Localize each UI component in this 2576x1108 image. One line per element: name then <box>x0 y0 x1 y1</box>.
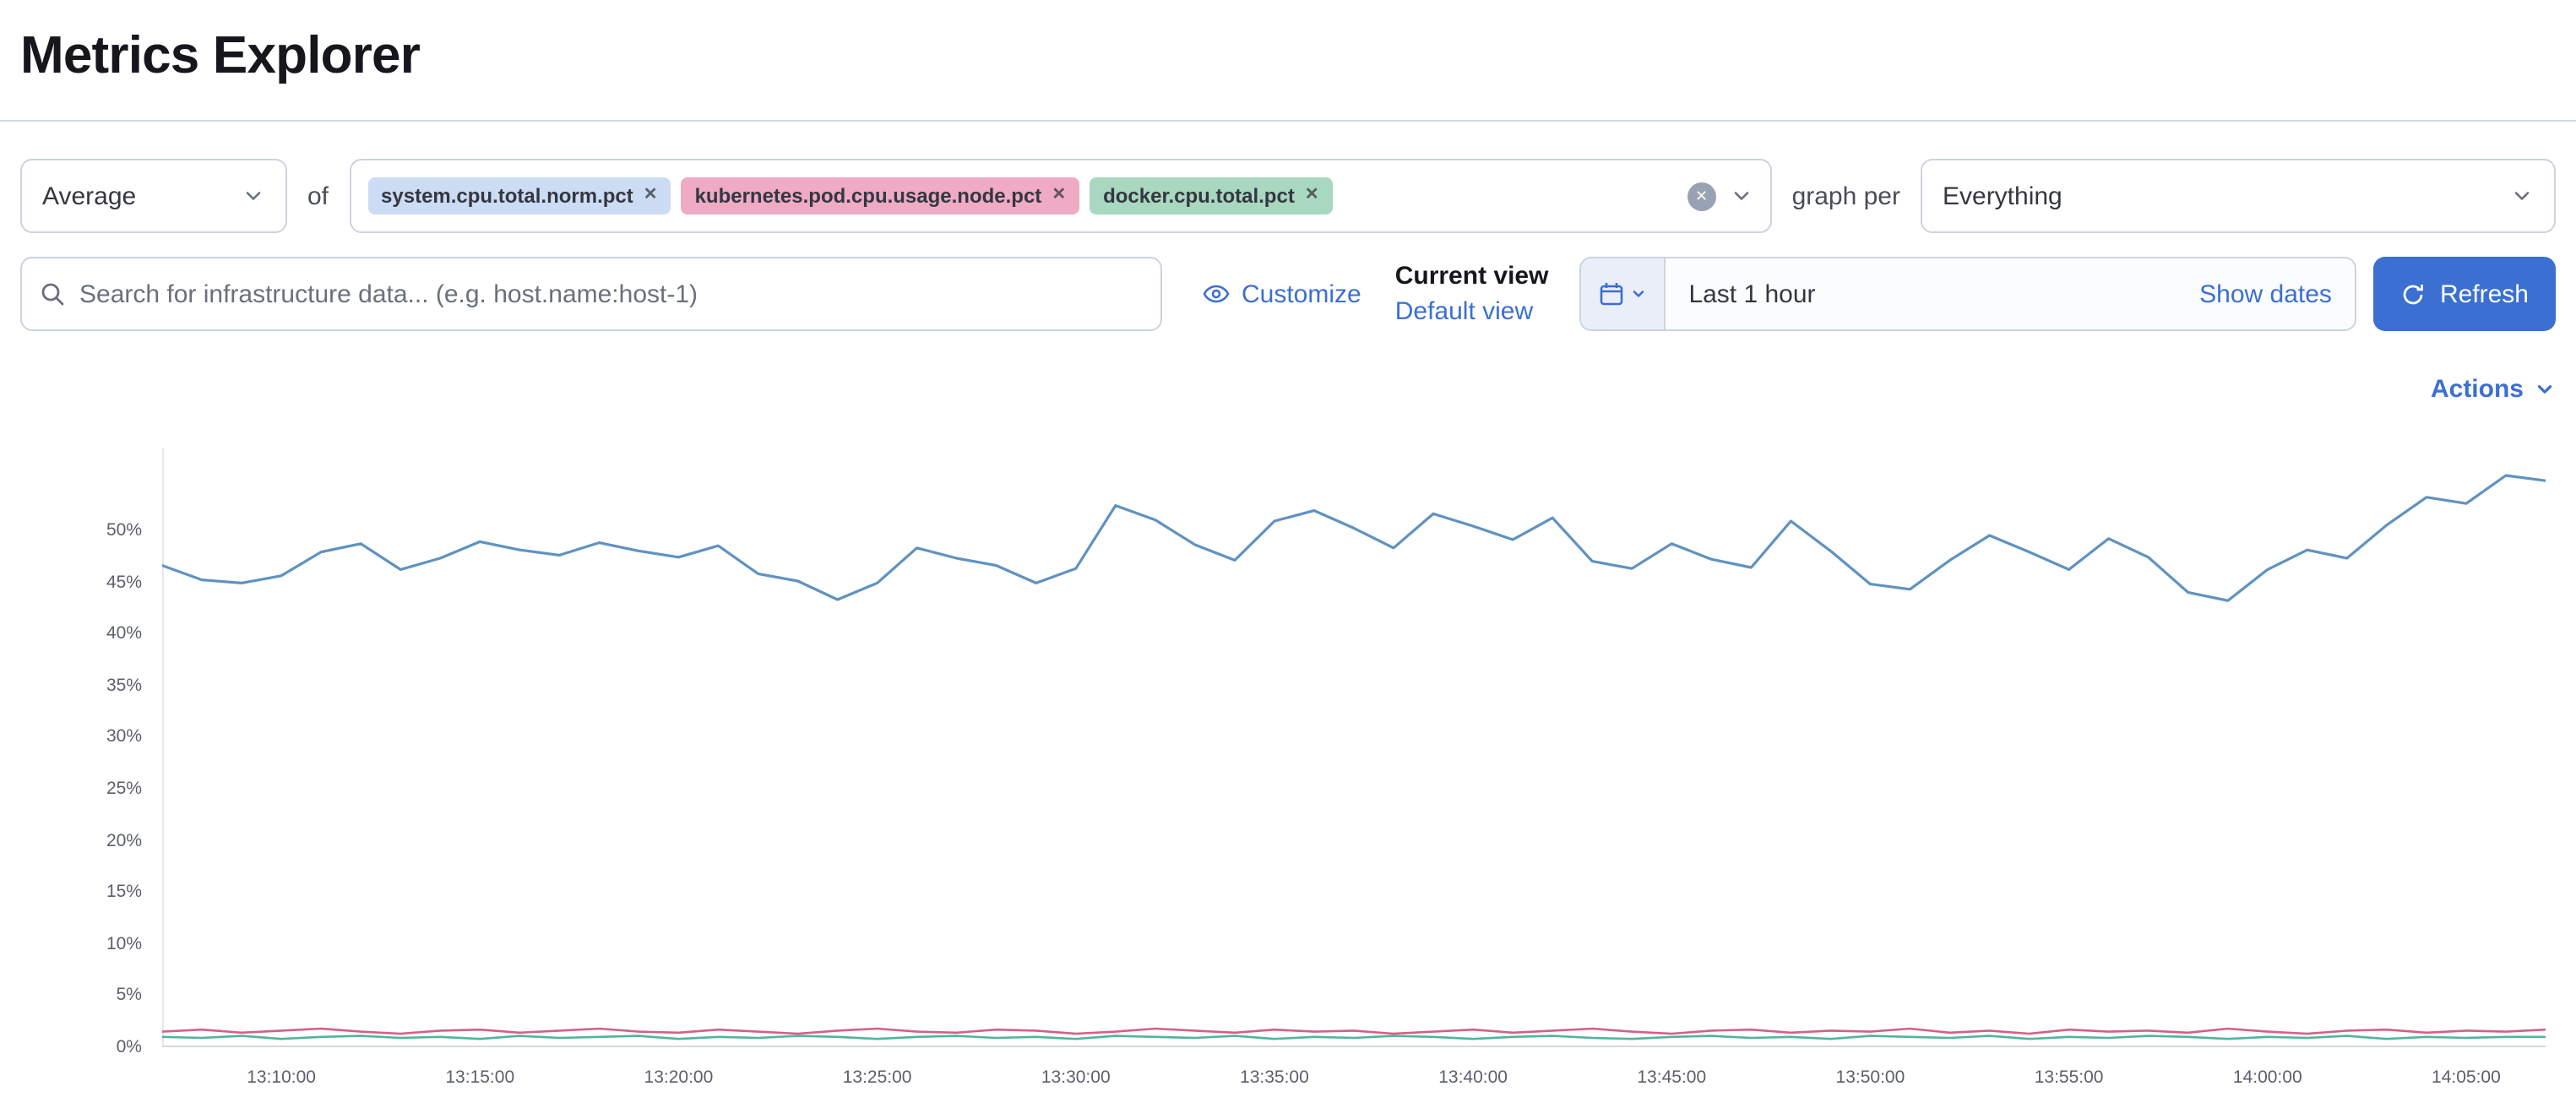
time-range-value[interactable]: Last 1 hour <box>1688 280 1816 308</box>
customize-button[interactable]: Customize <box>1203 280 1361 308</box>
refresh-icon <box>2401 281 2427 307</box>
chevron-down-icon <box>242 184 265 208</box>
chevron-down-icon <box>2510 184 2534 208</box>
y-axis-label: 5% <box>116 985 142 1006</box>
group-by-value: Everything <box>1943 182 2062 210</box>
refresh-label: Refresh <box>2439 280 2529 308</box>
y-axis-label: 45% <box>106 572 142 593</box>
y-axis-label: 35% <box>106 675 142 696</box>
default-view-link[interactable]: Default view <box>1394 297 1534 326</box>
search-icon <box>39 280 66 307</box>
x-axis-label: 13:25:00 <box>842 1067 912 1088</box>
refresh-button[interactable]: Refresh <box>2373 257 2556 331</box>
series-line-system.cpu.total.norm.pct <box>162 474 2546 602</box>
y-axis-label: 30% <box>106 726 142 747</box>
aggregation-value: Average <box>42 182 137 210</box>
x-axis-label: 13:10:00 <box>247 1067 316 1088</box>
x-axis-label: 13:35:00 <box>1240 1067 1309 1088</box>
customize-label: Customize <box>1242 280 1361 308</box>
search-input[interactable] <box>79 280 1144 308</box>
quick-select-button[interactable] <box>1580 258 1666 329</box>
series-line-docker.cpu.total.pct <box>162 1035 2546 1040</box>
graph-per-label: graph per <box>1791 182 1900 210</box>
metric-badge[interactable]: docker.cpu.total.pct ✕ <box>1090 177 1333 215</box>
combobox-controls: ✕ <box>1687 182 1753 210</box>
x-axis-label: 14:00:00 <box>2232 1067 2302 1088</box>
metrics-chart: 0% 5% 10% 15% 20% 25% 30% 35% 40% 45% 50% 13:10:00 1… <box>20 448 2556 1106</box>
show-dates-button[interactable]: Show dates <box>2199 280 2332 308</box>
actions-row: Actions <box>20 375 2556 404</box>
y-axis-label: 25% <box>106 778 142 799</box>
metric-badge[interactable]: system.cpu.total.norm.pct ✕ <box>367 177 671 215</box>
current-view-label: Current view <box>1394 262 1549 291</box>
y-axis-label: 50% <box>106 519 142 540</box>
series-line-kubernetes.pod.cpu.usage.node.pct <box>162 1027 2546 1035</box>
metric-controls-row: Average of system.cpu.total.norm.pct ✕ kub… <box>20 159 2556 233</box>
x-axis-label: 14:05:00 <box>2432 1067 2501 1088</box>
aggregation-select[interactable]: Average <box>20 159 287 233</box>
metrics-combobox[interactable]: system.cpu.total.norm.pct ✕ kubernetes.pod… <box>349 159 1772 233</box>
date-picker: Last 1 hour Show dates <box>1579 257 2357 331</box>
current-view-block: Current view Default view <box>1395 258 1549 329</box>
y-axis-label: 20% <box>106 830 142 851</box>
line-chart-plot <box>162 448 2546 1047</box>
actions-menu-button[interactable]: Actions <box>2431 375 2556 404</box>
y-axis-label: 40% <box>106 623 142 644</box>
selected-metrics: system.cpu.total.norm.pct ✕ kubernetes.pod… <box>367 177 1677 215</box>
metric-badge-label: docker.cpu.total.pct <box>1103 184 1295 208</box>
y-axis-label: 0% <box>116 1037 142 1057</box>
eye-icon <box>1203 280 1230 307</box>
chevron-down-icon[interactable] <box>1730 184 1753 208</box>
chevron-down-icon <box>1629 285 1646 302</box>
calendar-icon <box>1597 280 1624 307</box>
metric-badge-label: kubernetes.pod.cpu.usage.node.pct <box>694 184 1042 208</box>
metric-badge-label: system.cpu.total.norm.pct <box>381 184 633 208</box>
x-axis-label: 13:45:00 <box>1637 1067 1707 1088</box>
of-label: of <box>307 182 329 210</box>
remove-metric-icon[interactable]: ✕ <box>1304 186 1319 204</box>
y-axis-label: 15% <box>106 882 142 903</box>
search-and-time-row: Customize Current view Default view Last… <box>20 257 2556 331</box>
metric-badge[interactable]: kubernetes.pod.cpu.usage.node.pct ✕ <box>681 177 1080 215</box>
x-axis-label: 13:55:00 <box>2034 1067 2104 1088</box>
x-axis-label: 13:20:00 <box>644 1067 714 1088</box>
page-title: Metrics Explorer <box>20 25 421 84</box>
x-axis-label: 13:15:00 <box>445 1067 515 1088</box>
clear-all-metrics-icon[interactable]: ✕ <box>1687 182 1716 210</box>
group-by-select[interactable]: Everything <box>1921 159 2556 233</box>
remove-metric-icon[interactable]: ✕ <box>1052 186 1067 204</box>
remove-metric-icon[interactable]: ✕ <box>643 186 658 204</box>
y-axis-label: 10% <box>106 933 142 954</box>
header-divider <box>0 120 2576 122</box>
x-axis-label: 13:30:00 <box>1041 1067 1111 1088</box>
chevron-down-icon <box>2534 378 2556 400</box>
search-field <box>20 257 1162 331</box>
actions-label: Actions <box>2430 375 2524 404</box>
x-axis-label: 13:40:00 <box>1438 1067 1508 1088</box>
x-axis-label: 13:50:00 <box>1835 1067 1905 1088</box>
